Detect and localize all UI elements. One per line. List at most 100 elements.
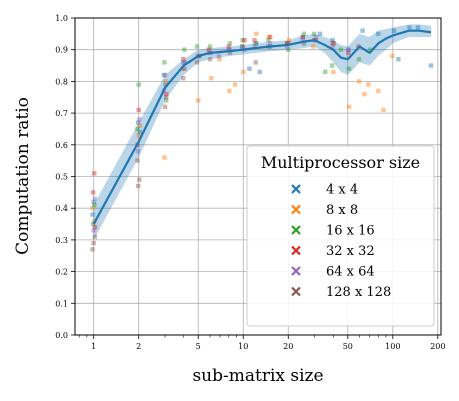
y-tick-label: 0.3 — [55, 236, 68, 245]
data-point — [216, 53, 222, 59]
data-point — [407, 25, 412, 30]
data-point — [338, 47, 344, 52]
data-point — [135, 158, 140, 163]
legend-marker-x — [291, 204, 301, 215]
legend-label: 64 x 64 — [326, 265, 375, 280]
legend-marker-x — [291, 225, 301, 235]
data-point — [253, 41, 258, 46]
data-point — [164, 98, 169, 103]
data-point — [161, 72, 167, 78]
data-point — [356, 79, 362, 84]
x-tick-label: 20 — [283, 342, 293, 351]
data-point — [227, 41, 233, 46]
x-tick-label: 200 — [430, 342, 445, 351]
legend-label: 32 x 32 — [326, 244, 375, 259]
data-point — [376, 88, 381, 94]
data-point — [317, 31, 323, 37]
y-tick-label: 0.6 — [55, 141, 68, 150]
data-point — [346, 47, 351, 52]
data-point — [92, 225, 98, 230]
data-point — [381, 107, 386, 113]
data-point — [90, 212, 95, 217]
y-tick-label: 0.2 — [55, 268, 68, 277]
data-point — [137, 129, 143, 135]
legend-item: 32 x 32 — [291, 244, 375, 259]
data-point — [163, 79, 168, 84]
data-point — [135, 148, 141, 154]
data-point — [239, 44, 245, 49]
data-point — [313, 34, 319, 40]
data-point — [323, 69, 328, 75]
data-point — [135, 183, 141, 189]
data-point — [92, 202, 97, 208]
data-point — [206, 47, 212, 52]
legend: Multiprocessor size 4 x 4 8 x 8 16 x 16 32 … — [246, 145, 435, 327]
data-point — [284, 41, 290, 46]
data-point — [137, 177, 142, 182]
data-point — [415, 25, 421, 30]
confidence-band — [93, 24, 431, 240]
legend-marker-x — [291, 245, 301, 256]
data-point — [240, 37, 245, 43]
data-point — [182, 60, 188, 65]
data-point — [284, 41, 290, 46]
data-point — [207, 57, 213, 62]
legend-items: 4 x 4 8 x 8 16 x 16 32 x 32 64 x 64 128 x 128 — [291, 183, 391, 300]
scatter-points — [90, 25, 434, 252]
data-point — [180, 66, 185, 71]
data-point — [135, 126, 140, 132]
y-axis-label: Computation ratio — [13, 97, 33, 255]
data-point — [194, 60, 200, 65]
data-point — [391, 28, 397, 33]
x-tick-label: 50 — [343, 342, 353, 351]
data-point — [196, 98, 201, 103]
data-point — [331, 69, 336, 75]
data-point — [267, 41, 273, 46]
data-point — [217, 57, 222, 62]
data-point — [162, 104, 168, 109]
mean-line — [92, 29, 432, 225]
x-tick-label: 1 — [91, 342, 96, 351]
data-point — [136, 82, 141, 87]
y-tick-label: 0.5 — [55, 173, 68, 182]
y-tick-label: 1.0 — [55, 14, 68, 23]
data-point — [164, 91, 169, 97]
data-point — [227, 47, 232, 52]
legend-title: Multiprocessor size — [261, 153, 420, 172]
data-point — [286, 37, 292, 43]
data-point — [136, 133, 141, 138]
data-point — [182, 47, 187, 52]
data-point — [286, 41, 291, 46]
data-point — [396, 57, 401, 62]
data-point — [254, 41, 259, 46]
data-point — [376, 31, 381, 37]
data-point — [300, 34, 305, 40]
y-tick-label: 0.1 — [55, 299, 68, 308]
data-point — [360, 28, 365, 33]
legend-marker-x — [291, 184, 301, 194]
legend-item: 8 x 8 — [291, 203, 358, 218]
axis-ticks: 0.0 0.1 0.2 0.3 0.4 0.5 0.6 0.7 0.8 0.9 1.0 1 2 5 10 20… — [55, 14, 445, 351]
data-point — [90, 206, 95, 211]
data-point — [137, 123, 143, 128]
data-point — [346, 66, 352, 71]
data-point — [300, 37, 305, 43]
data-point — [92, 234, 98, 239]
legend-label: 4 x 4 — [326, 183, 358, 198]
data-point — [180, 76, 186, 81]
data-point — [284, 44, 290, 49]
data-point — [162, 72, 168, 78]
data-point — [180, 57, 186, 62]
data-point — [233, 82, 238, 87]
data-point — [331, 41, 337, 46]
data-point — [257, 69, 262, 75]
legend-label: 16 x 16 — [326, 224, 375, 239]
confidence-band-area — [93, 24, 431, 240]
data-point — [209, 76, 214, 81]
legend-marker-x — [291, 266, 301, 276]
data-point — [301, 41, 307, 46]
data-point — [242, 37, 247, 43]
data-point — [346, 47, 351, 52]
legend-item: 64 x 64 — [291, 265, 375, 280]
